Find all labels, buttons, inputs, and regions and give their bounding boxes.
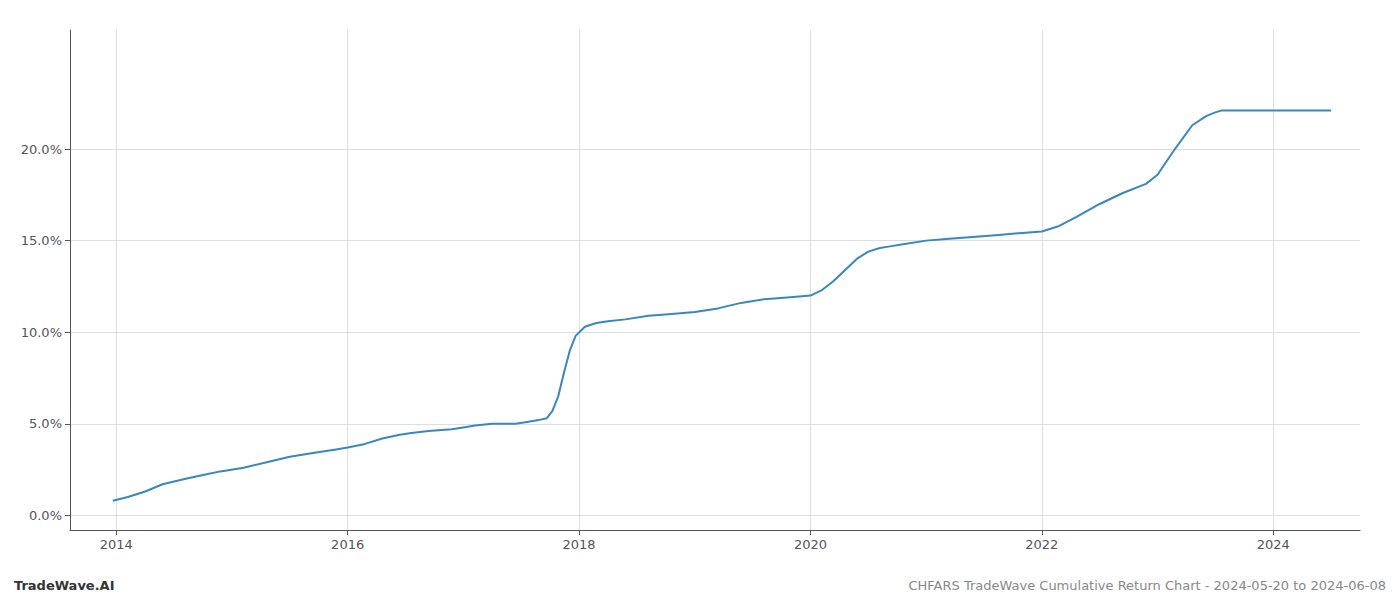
- svg-text:2022: 2022: [1025, 537, 1058, 552]
- svg-text:10.0%: 10.0%: [21, 325, 62, 340]
- svg-text:2018: 2018: [563, 537, 596, 552]
- svg-text:20.0%: 20.0%: [21, 142, 62, 157]
- svg-text:15.0%: 15.0%: [21, 233, 62, 248]
- svg-text:2016: 2016: [331, 537, 364, 552]
- svg-text:CHFARS TradeWave Cumulative Re: CHFARS TradeWave Cumulative Return Chart…: [908, 578, 1386, 593]
- svg-text:0.0%: 0.0%: [29, 508, 62, 523]
- svg-text:5.0%: 5.0%: [29, 416, 62, 431]
- svg-text:2014: 2014: [100, 537, 133, 552]
- svg-text:TradeWave.AI: TradeWave.AI: [14, 578, 115, 593]
- svg-text:2020: 2020: [794, 537, 827, 552]
- svg-text:2024: 2024: [1257, 537, 1290, 552]
